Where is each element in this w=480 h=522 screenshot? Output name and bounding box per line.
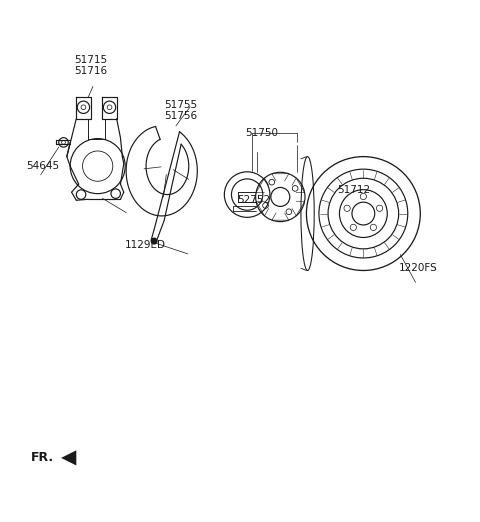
Text: 1129ED: 1129ED [125,240,166,250]
Text: 52752: 52752 [238,195,271,205]
Text: 1220FS: 1220FS [398,264,437,274]
Circle shape [151,238,157,244]
Text: 51715
51716: 51715 51716 [74,55,107,76]
Text: 51755
51756: 51755 51756 [164,100,197,121]
Text: 54645: 54645 [26,161,60,171]
Text: FR.: FR. [31,452,54,465]
Text: 51712: 51712 [337,185,371,195]
Text: 51750: 51750 [245,128,278,138]
Polygon shape [61,450,76,466]
